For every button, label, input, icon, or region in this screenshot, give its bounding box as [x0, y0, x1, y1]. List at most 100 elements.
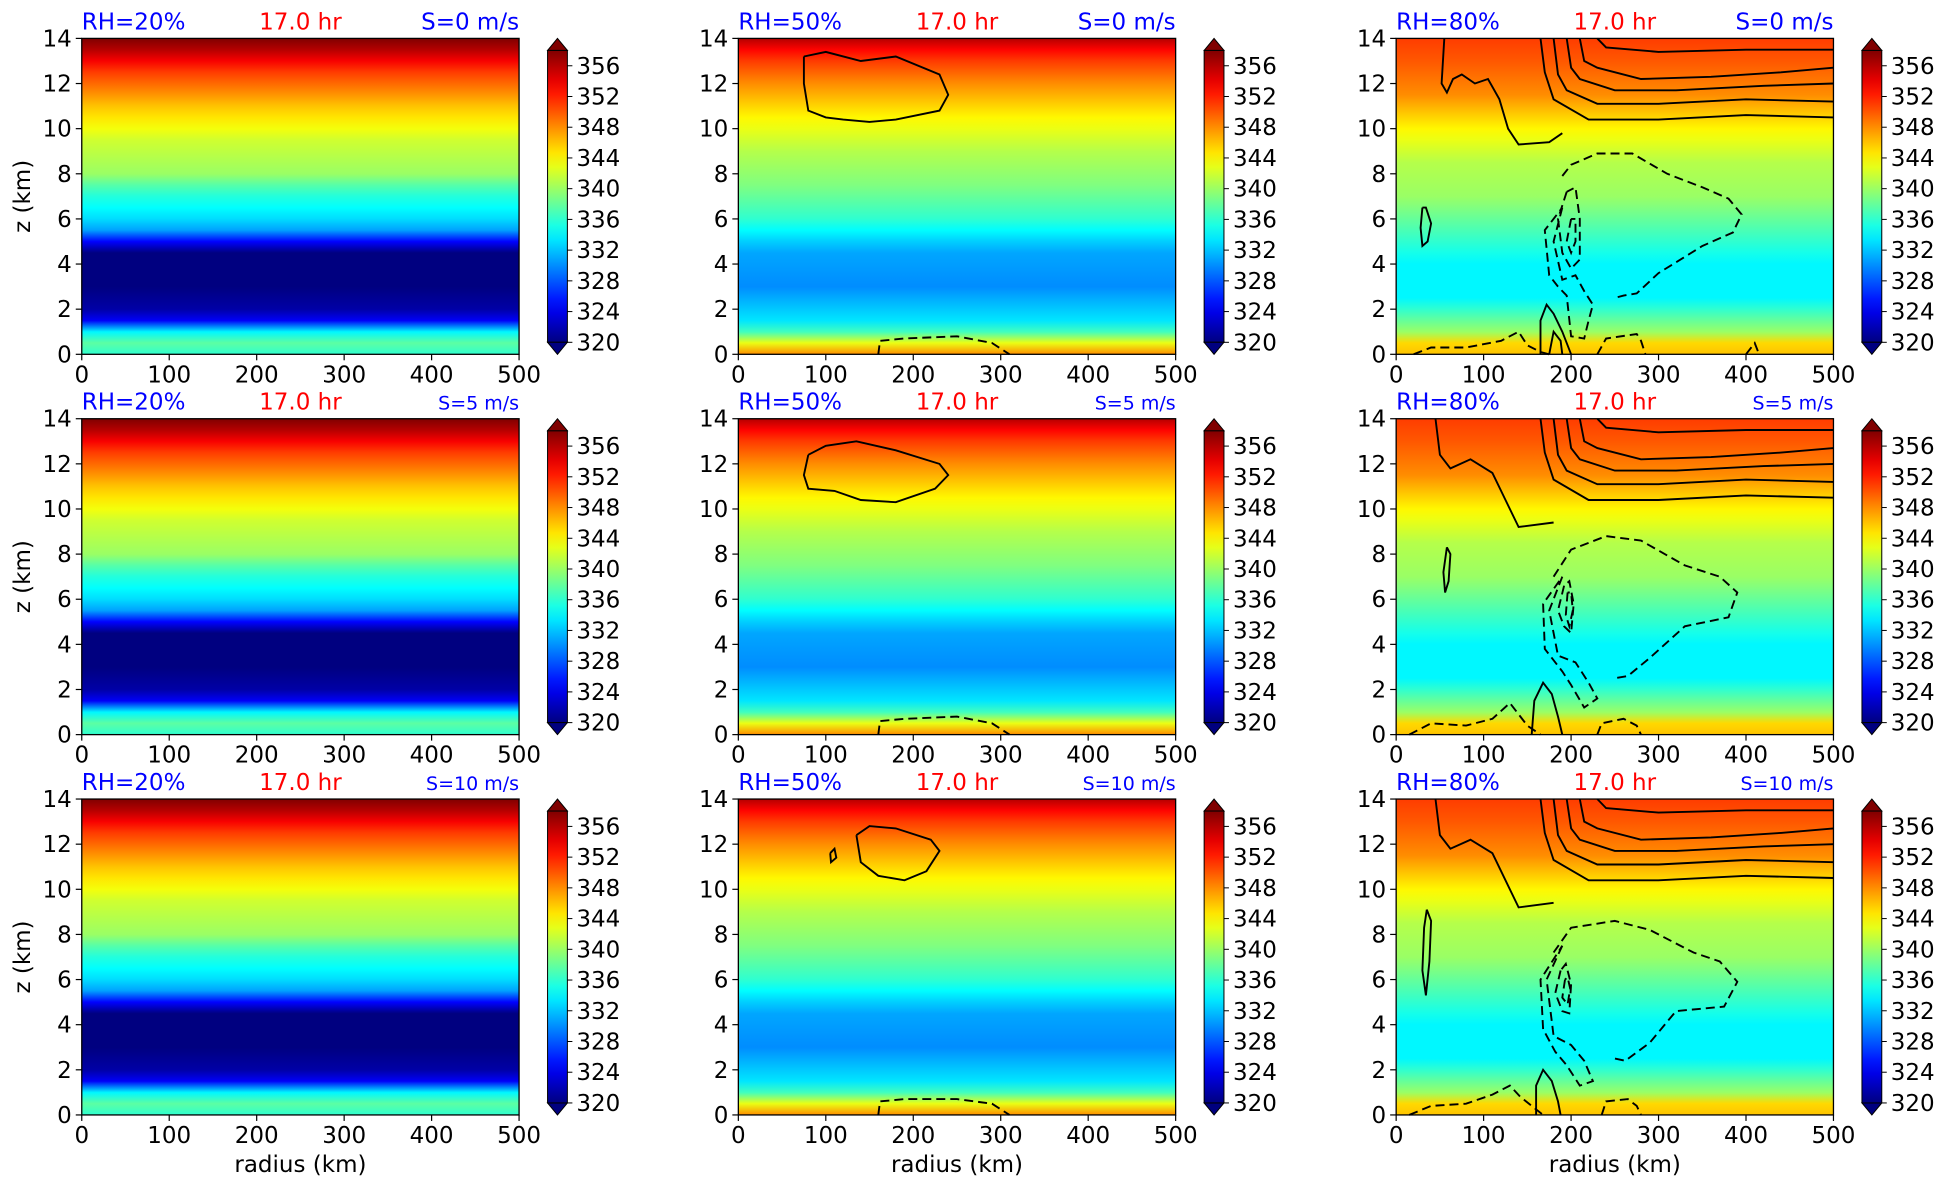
y-tick-label: 2 — [1372, 1058, 1387, 1084]
y-tick-label: 2 — [714, 677, 729, 703]
colorbar-tick-label: 352 — [1891, 84, 1935, 110]
contour-solid — [802, 50, 950, 123]
colorbar-tick-label: 340 — [1233, 557, 1277, 583]
y-tick-label: 8 — [714, 162, 729, 188]
y-tick-label: 6 — [714, 968, 729, 994]
colorbar: 356 352 348 344 340 336 332 328 324 320 — [546, 37, 620, 356]
contour-dashed — [1596, 332, 1647, 355]
x-tick-label: 500 — [1812, 743, 1856, 769]
x-tick-label: 300 — [979, 743, 1023, 769]
x-tick-label: 400 — [1066, 1123, 1110, 1149]
x-tick-label: 400 — [410, 362, 454, 388]
x-tick-label: 500 — [1154, 1123, 1198, 1149]
y-tick-label: 8 — [57, 542, 72, 568]
x-tick-label: 200 — [891, 743, 935, 769]
colorbar-tick-label: 348 — [1233, 496, 1277, 522]
y-tick-label: 14 — [1357, 26, 1386, 52]
contour-dashed — [1552, 535, 1739, 680]
contour-solid — [1596, 418, 1834, 434]
y-tick-label: 4 — [57, 1013, 72, 1039]
colorbar-tick-label: 324 — [576, 1060, 620, 1086]
contour-dashed — [1408, 1084, 1544, 1116]
contour-dashed — [1565, 217, 1577, 256]
shear-label: S=0 m/s — [1078, 9, 1176, 35]
y-axis-title: z (km) — [10, 920, 36, 993]
y-tick-label: 0 — [1372, 723, 1387, 749]
colorbar-tick-label: 340 — [1233, 937, 1277, 963]
time-label: 17.0 hr — [1574, 390, 1657, 416]
y-tick-label: 8 — [714, 922, 729, 948]
contour-solid — [1578, 38, 1834, 80]
contour-solid — [855, 825, 941, 882]
colorbar-tick-label: 328 — [1233, 649, 1277, 675]
panel: 0 100 200 300 400 500 0 2 4 6 8 10 12 14 RH=20% 17.0 hr… — [10, 390, 621, 769]
colorbar-tick-label: 320 — [1891, 1091, 1935, 1117]
rh-label: RH=20% — [82, 390, 186, 416]
contour-solid — [1539, 38, 1834, 121]
x-tick-label: 100 — [804, 1123, 848, 1149]
colorbar-fill — [547, 430, 568, 724]
colorbar-extend-max — [546, 798, 569, 812]
x-tick-label: 300 — [1637, 1123, 1681, 1149]
x-tick-label: 0 — [1389, 362, 1404, 388]
contour-solid — [1565, 38, 1834, 92]
x-tick-label: 100 — [1462, 743, 1506, 769]
colorbar-tick-label: 332 — [1233, 238, 1277, 264]
contour-dashed — [1413, 330, 1550, 356]
x-tick-label: 0 — [74, 362, 89, 388]
colorbar-tick-label: 348 — [1233, 876, 1277, 902]
colorbar-tick-label: 356 — [576, 54, 620, 80]
colorbar-tick-label: 356 — [1891, 54, 1935, 80]
colorbar-tick-label: 356 — [1891, 434, 1935, 460]
plot-frame — [737, 37, 1177, 355]
colorbar-tick-label: 344 — [1233, 526, 1277, 552]
y-tick-label: 8 — [57, 922, 72, 948]
plot-frame — [81, 37, 520, 355]
x-tick-label: 500 — [497, 743, 541, 769]
colorbar-fill — [1203, 430, 1225, 724]
colorbar-fill — [1203, 49, 1225, 343]
colorbar-tick-label: 328 — [576, 649, 620, 675]
x-axis-title: radius (km) — [891, 1152, 1023, 1178]
x-tick-label: 400 — [1066, 362, 1110, 388]
colorbar-tick-label: 344 — [576, 526, 620, 552]
contour-solid — [1548, 329, 1564, 355]
colorbar-extend-max — [1860, 798, 1883, 812]
contour-dashed — [1543, 207, 1594, 340]
y-tick-label: 12 — [42, 72, 71, 98]
contour-solid — [1442, 546, 1452, 593]
contour-dashed — [1561, 152, 1743, 299]
colorbar-tick-label: 320 — [576, 330, 620, 356]
contour-dashed — [1557, 579, 1575, 636]
contour-solid — [1578, 798, 1834, 841]
x-tick-label: 300 — [979, 1123, 1023, 1149]
rh-label: RH=20% — [82, 9, 186, 35]
x-tick-label: 0 — [731, 743, 746, 769]
colorbar-extend-min — [546, 341, 569, 356]
contour-dashed — [1561, 975, 1572, 1007]
field-fill — [81, 418, 520, 735]
colorbar: 356 352 348 344 340 336 332 328 324 320 — [546, 798, 620, 1117]
colorbar-extend-min — [1860, 722, 1883, 736]
colorbar-tick-label: 328 — [1891, 649, 1935, 675]
panel: 0 100 200 300 400 500 0 2 4 6 8 10 12 14 RH=50% 17.0 hr… — [699, 390, 1277, 769]
x-tick-label: 100 — [147, 362, 191, 388]
contour-dashed — [1408, 701, 1542, 736]
x-tick-label: 100 — [147, 1123, 191, 1149]
colorbar-tick-label: 332 — [1233, 618, 1277, 644]
y-tick-label: 6 — [714, 207, 729, 233]
colorbar-tick-label: 332 — [1891, 618, 1935, 644]
y-tick-label: 10 — [699, 877, 728, 903]
colorbar-tick-label: 336 — [1891, 207, 1935, 233]
contour-solid — [1539, 302, 1572, 355]
x-tick-label: 200 — [1549, 743, 1593, 769]
colorbar-tick-label: 340 — [1891, 937, 1935, 963]
y-tick-label: 0 — [714, 342, 729, 368]
colorbar-fill — [1861, 430, 1883, 724]
contour-dashed — [1564, 591, 1574, 631]
y-tick-label: 12 — [699, 832, 728, 858]
contour-solid — [1539, 798, 1834, 882]
colorbar-tick-label: 336 — [1233, 968, 1277, 994]
y-tick-label: 14 — [699, 26, 728, 52]
colorbar: 356 352 348 344 340 336 332 328 324 320 — [1860, 798, 1935, 1117]
